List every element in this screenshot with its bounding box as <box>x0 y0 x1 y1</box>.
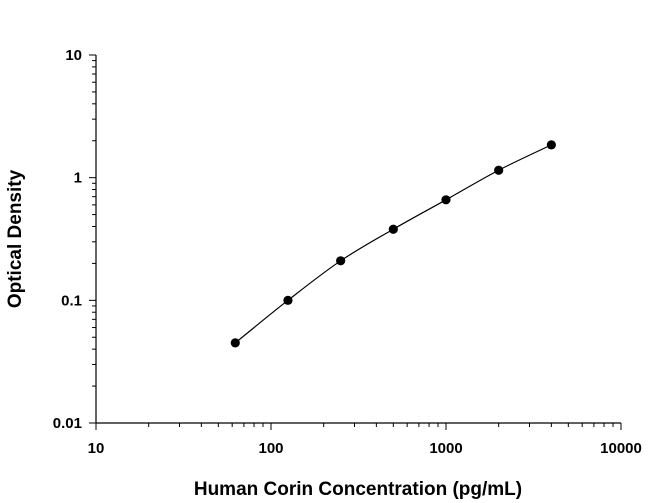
data-point <box>441 195 451 205</box>
data-point <box>388 224 398 234</box>
x-axis-title: Human Corin Concentration (pg/mL) <box>194 479 522 500</box>
y-tick-label: 1 <box>74 170 82 187</box>
y-tick-label: 0.01 <box>53 415 82 432</box>
tick-labels: 10 100 1000 10000 0.01 0.1 1 10 <box>53 47 642 457</box>
data-point <box>336 256 346 266</box>
data-point <box>283 295 293 305</box>
axes <box>95 55 621 424</box>
x-tick-label: 10000 <box>600 440 642 457</box>
y-tick-label: 10 <box>65 47 82 64</box>
data-point <box>546 140 556 150</box>
data-point <box>494 165 504 175</box>
y-tick-label: 0.1 <box>61 292 82 309</box>
data-points <box>230 140 556 348</box>
x-tick-label: 10 <box>88 440 105 457</box>
x-tick-label: 100 <box>258 440 283 457</box>
fit-curve <box>234 144 552 344</box>
x-tick-label: 1000 <box>429 440 462 457</box>
ticks <box>89 54 622 430</box>
y-axis-title: Optical Density <box>5 169 26 308</box>
data-point <box>230 338 240 348</box>
